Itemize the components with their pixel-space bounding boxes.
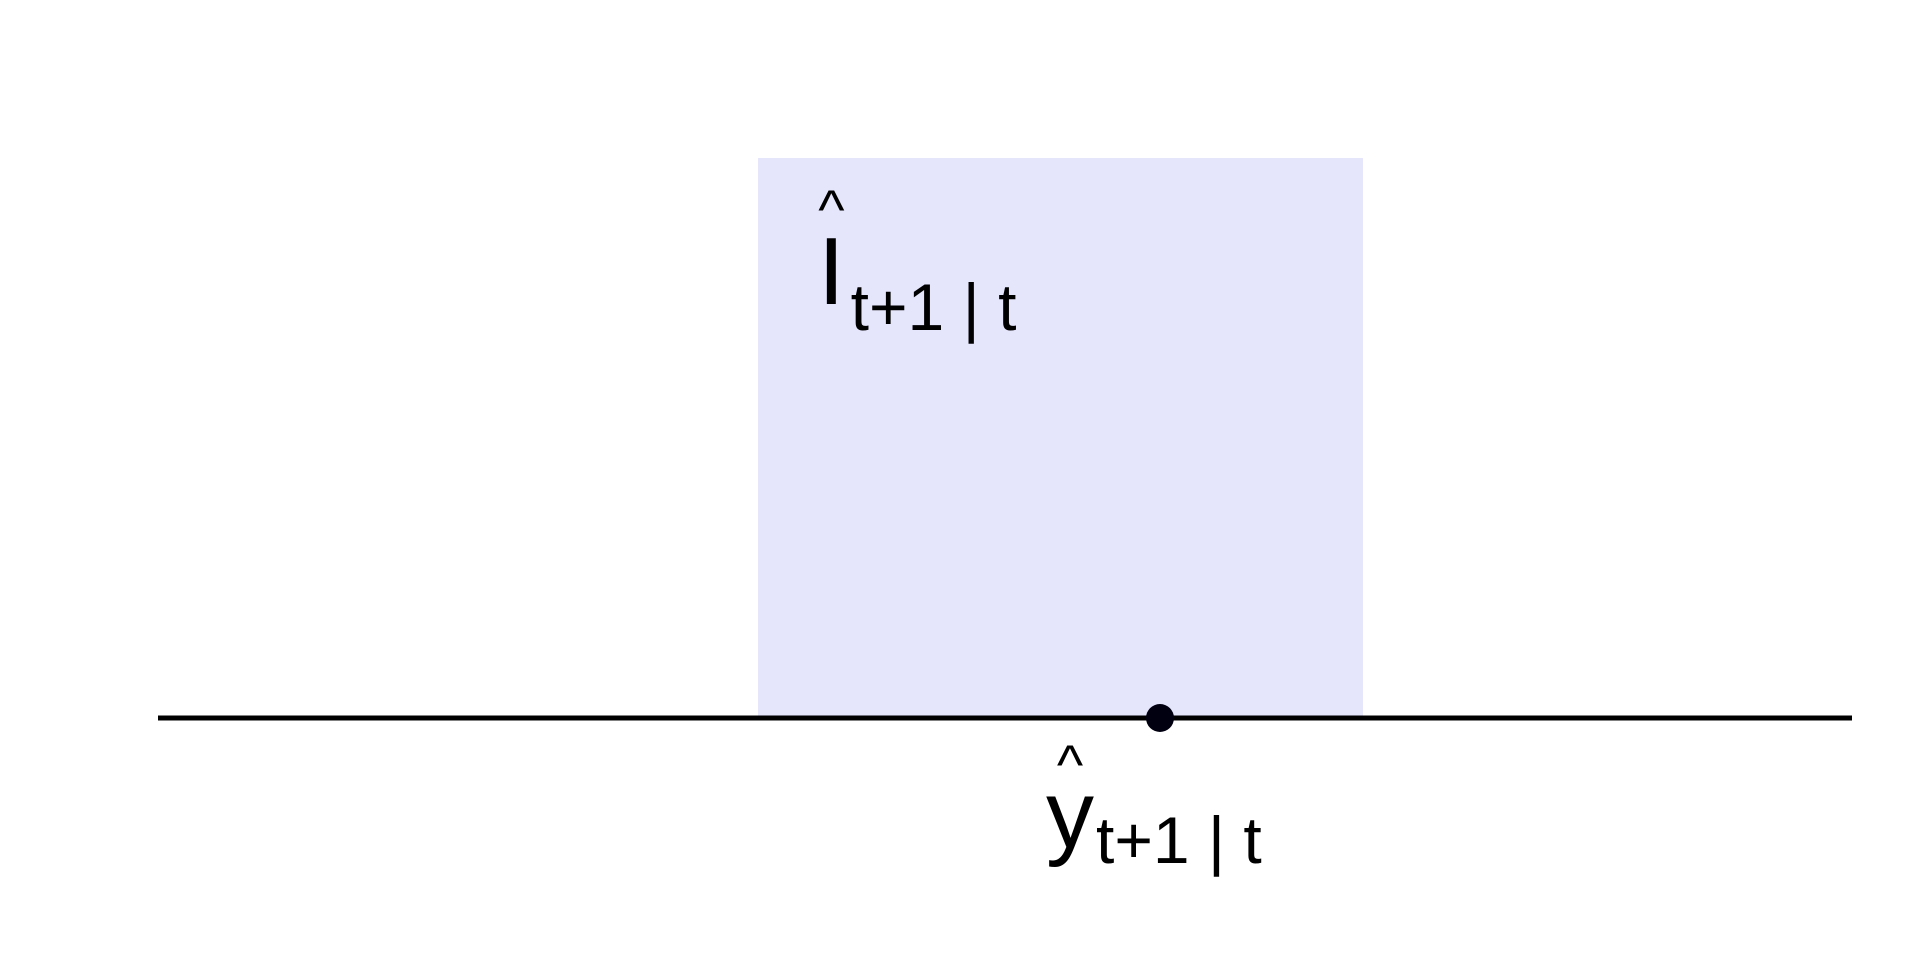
point-subscript: t+1 | t [1096,803,1262,877]
interval-symbol-letter: I [818,218,845,325]
prediction-interval-box [758,158,1363,718]
interval-symbol: ^ I [818,182,845,320]
hat-accent-icon: ^ [818,178,845,241]
hat-accent-icon: ^ [1056,733,1084,796]
interval-label: ^ I t+1 | t [818,182,1016,341]
point-estimate-label: ^ y t+1 | t [1046,737,1262,874]
point-symbol-letter: y [1046,761,1094,868]
point-estimate-dot [1146,704,1174,732]
point-symbol: ^ y [1046,737,1094,863]
interval-subscript: t+1 | t [850,270,1017,344]
